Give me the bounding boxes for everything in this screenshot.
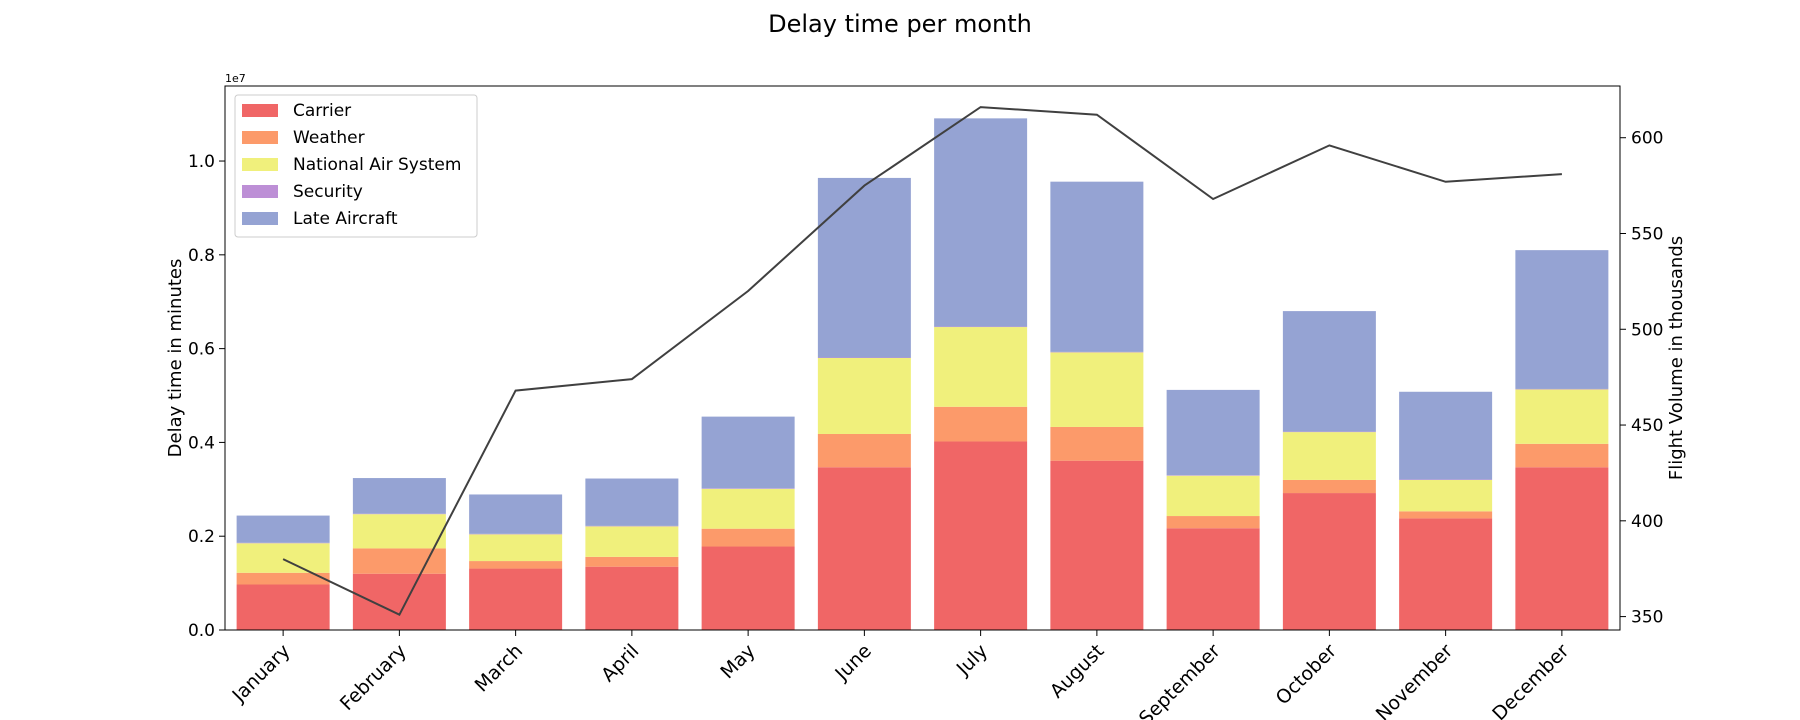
x-tick-label: October (1272, 640, 1341, 709)
bar-carrier-november (1399, 518, 1493, 630)
bar-late-aircraft-may (701, 416, 795, 489)
y2-tick-label: 550 (1631, 224, 1663, 244)
plot-frame (224, 85, 1621, 631)
bar-late-aircraft-september (1166, 389, 1260, 476)
y2-tick-label: 600 (1631, 129, 1663, 149)
y-axis-label: Delay time in minutes (165, 259, 186, 458)
chart-title: Delay time per month (768, 10, 1032, 38)
bar-national-air-system-may (701, 488, 795, 529)
bar-late-aircraft-july (934, 118, 1028, 327)
bar-weather-may (701, 528, 795, 547)
bar-late-aircraft-november (1399, 391, 1493, 480)
x-tick-label: January (227, 640, 294, 707)
bar-weather-december (1515, 443, 1609, 468)
bar-carrier-may (701, 546, 795, 630)
x-axis: January February March April May June July Augu… (227, 630, 1574, 720)
y-tick-label: 0.8 (188, 246, 215, 266)
legend: Carrier Weather National Air System Securit… (234, 94, 478, 238)
x-tick-label: February (336, 640, 411, 715)
bar-late-aircraft-january (236, 515, 330, 543)
legend-swatch (242, 104, 278, 117)
bar-national-air-system-september (1166, 475, 1260, 517)
y-tick-label: 1.0 (188, 152, 215, 172)
y-tick-label: 0.4 (188, 433, 215, 453)
x-tick-label: May (716, 640, 759, 683)
x-tick-label: September (1135, 640, 1225, 720)
bar-carrier-october (1282, 493, 1376, 630)
bar-late-aircraft-june (817, 177, 911, 358)
bar-carrier-august (1050, 460, 1144, 630)
legend-label: Weather (293, 128, 365, 148)
y2-tick-label: 350 (1631, 608, 1663, 628)
bar-weather-june (817, 433, 911, 468)
x-tick-label: July (952, 640, 992, 680)
bar-weather-september (1166, 516, 1260, 529)
bar-national-air-system-november (1399, 479, 1493, 512)
bar-weather-november (1399, 511, 1493, 519)
legend-label: Late Aircraft (293, 209, 398, 229)
bar-late-aircraft-december (1515, 250, 1609, 389)
bar-carrier-february (352, 573, 446, 630)
x-tick-label: December (1488, 640, 1573, 720)
y-tick-label: 0.6 (188, 340, 215, 360)
bar-late-aircraft-october (1282, 311, 1376, 432)
bar-national-air-system-february (352, 514, 446, 549)
bars-group (236, 118, 1609, 630)
x-tick-label: August (1046, 640, 1109, 703)
bar-national-air-system-january (236, 543, 330, 573)
y2-tick-label: 450 (1631, 416, 1663, 436)
y2-tick-label: 400 (1631, 512, 1663, 532)
legend-label: National Air System (293, 155, 461, 175)
bar-weather-march (469, 561, 563, 569)
bar-national-air-system-april (585, 526, 679, 557)
x-tick-label: April (597, 640, 643, 686)
bar-late-aircraft-april (585, 478, 679, 526)
y-tick-label: 0.2 (188, 527, 215, 547)
y-axis-right: 350 400 450 500 550 600 (1620, 129, 1663, 628)
bar-weather-august (1050, 426, 1144, 461)
bar-carrier-april (585, 566, 679, 630)
bar-national-air-system-october (1282, 432, 1376, 480)
legend-label: Security (293, 182, 363, 202)
bar-late-aircraft-march (469, 494, 563, 534)
legend-swatch (242, 158, 278, 171)
bar-national-air-system-march (469, 534, 563, 562)
bar-carrier-september (1166, 528, 1260, 630)
legend-swatch (242, 212, 278, 225)
x-tick-label: November (1372, 640, 1458, 720)
bar-weather-october (1282, 479, 1376, 494)
y2-tick-label: 500 (1631, 320, 1663, 340)
bar-national-air-system-june (817, 358, 911, 434)
y-axis-left: 0.0 0.2 0.4 0.6 0.8 1.0 (188, 152, 225, 641)
bar-weather-july (934, 406, 1028, 442)
bar-weather-january (236, 572, 330, 585)
bar-carrier-march (469, 568, 563, 630)
bar-carrier-january (236, 584, 330, 630)
legend-swatch (242, 185, 278, 198)
bar-late-aircraft-august (1050, 181, 1144, 352)
bar-national-air-system-july (934, 327, 1028, 407)
bar-late-aircraft-february (352, 478, 446, 514)
legend-frame (234, 94, 478, 238)
flight-volume-line (282, 106, 1562, 617)
x-tick-label: June (830, 640, 876, 686)
bar-carrier-july (934, 441, 1028, 630)
legend-label: Carrier (293, 101, 351, 121)
bar-weather-april (585, 556, 679, 567)
bar-carrier-june (817, 467, 911, 630)
bar-national-air-system-august (1050, 352, 1144, 427)
bar-carrier-december (1515, 467, 1609, 630)
y-multiplier: 1e7 (225, 72, 246, 85)
legend-swatch (242, 131, 278, 144)
bar-national-air-system-december (1515, 389, 1609, 444)
bar-weather-february (352, 548, 446, 574)
y2-axis-label: Flight Volume in thousands (1666, 236, 1687, 480)
y-tick-label: 0.0 (188, 621, 215, 641)
x-tick-label: March (471, 640, 528, 697)
